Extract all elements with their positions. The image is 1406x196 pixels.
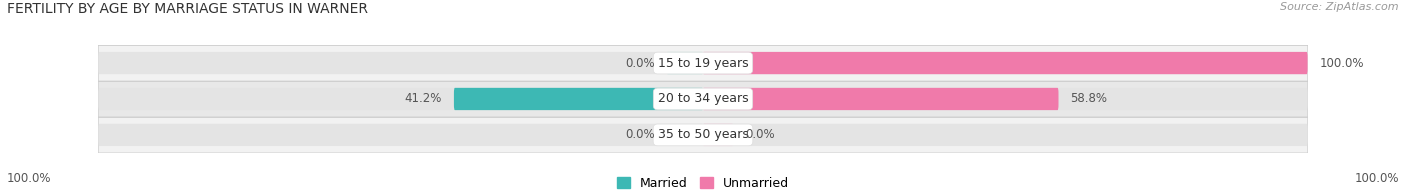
- FancyBboxPatch shape: [703, 52, 1308, 74]
- FancyBboxPatch shape: [703, 88, 1059, 110]
- Text: 58.8%: 58.8%: [1070, 93, 1108, 105]
- FancyBboxPatch shape: [703, 124, 734, 146]
- Text: 100.0%: 100.0%: [7, 172, 52, 185]
- Text: 20 to 34 years: 20 to 34 years: [658, 93, 748, 105]
- Text: 35 to 50 years: 35 to 50 years: [658, 128, 748, 141]
- FancyBboxPatch shape: [666, 52, 703, 74]
- FancyBboxPatch shape: [703, 124, 1308, 146]
- Text: 0.0%: 0.0%: [626, 57, 655, 70]
- FancyBboxPatch shape: [454, 88, 703, 110]
- Text: 100.0%: 100.0%: [1354, 172, 1399, 185]
- FancyBboxPatch shape: [98, 124, 703, 146]
- FancyBboxPatch shape: [98, 52, 703, 74]
- FancyBboxPatch shape: [98, 117, 1308, 153]
- Text: FERTILITY BY AGE BY MARRIAGE STATUS IN WARNER: FERTILITY BY AGE BY MARRIAGE STATUS IN W…: [7, 2, 368, 16]
- Text: Source: ZipAtlas.com: Source: ZipAtlas.com: [1281, 2, 1399, 12]
- Text: 15 to 19 years: 15 to 19 years: [658, 57, 748, 70]
- Text: 0.0%: 0.0%: [745, 128, 775, 141]
- Text: 41.2%: 41.2%: [405, 93, 441, 105]
- FancyBboxPatch shape: [703, 88, 1308, 110]
- FancyBboxPatch shape: [703, 52, 1308, 74]
- Text: 0.0%: 0.0%: [626, 128, 655, 141]
- FancyBboxPatch shape: [98, 45, 1308, 81]
- Legend: Married, Unmarried: Married, Unmarried: [617, 177, 789, 190]
- FancyBboxPatch shape: [98, 81, 1308, 117]
- FancyBboxPatch shape: [98, 88, 703, 110]
- Text: 100.0%: 100.0%: [1320, 57, 1364, 70]
